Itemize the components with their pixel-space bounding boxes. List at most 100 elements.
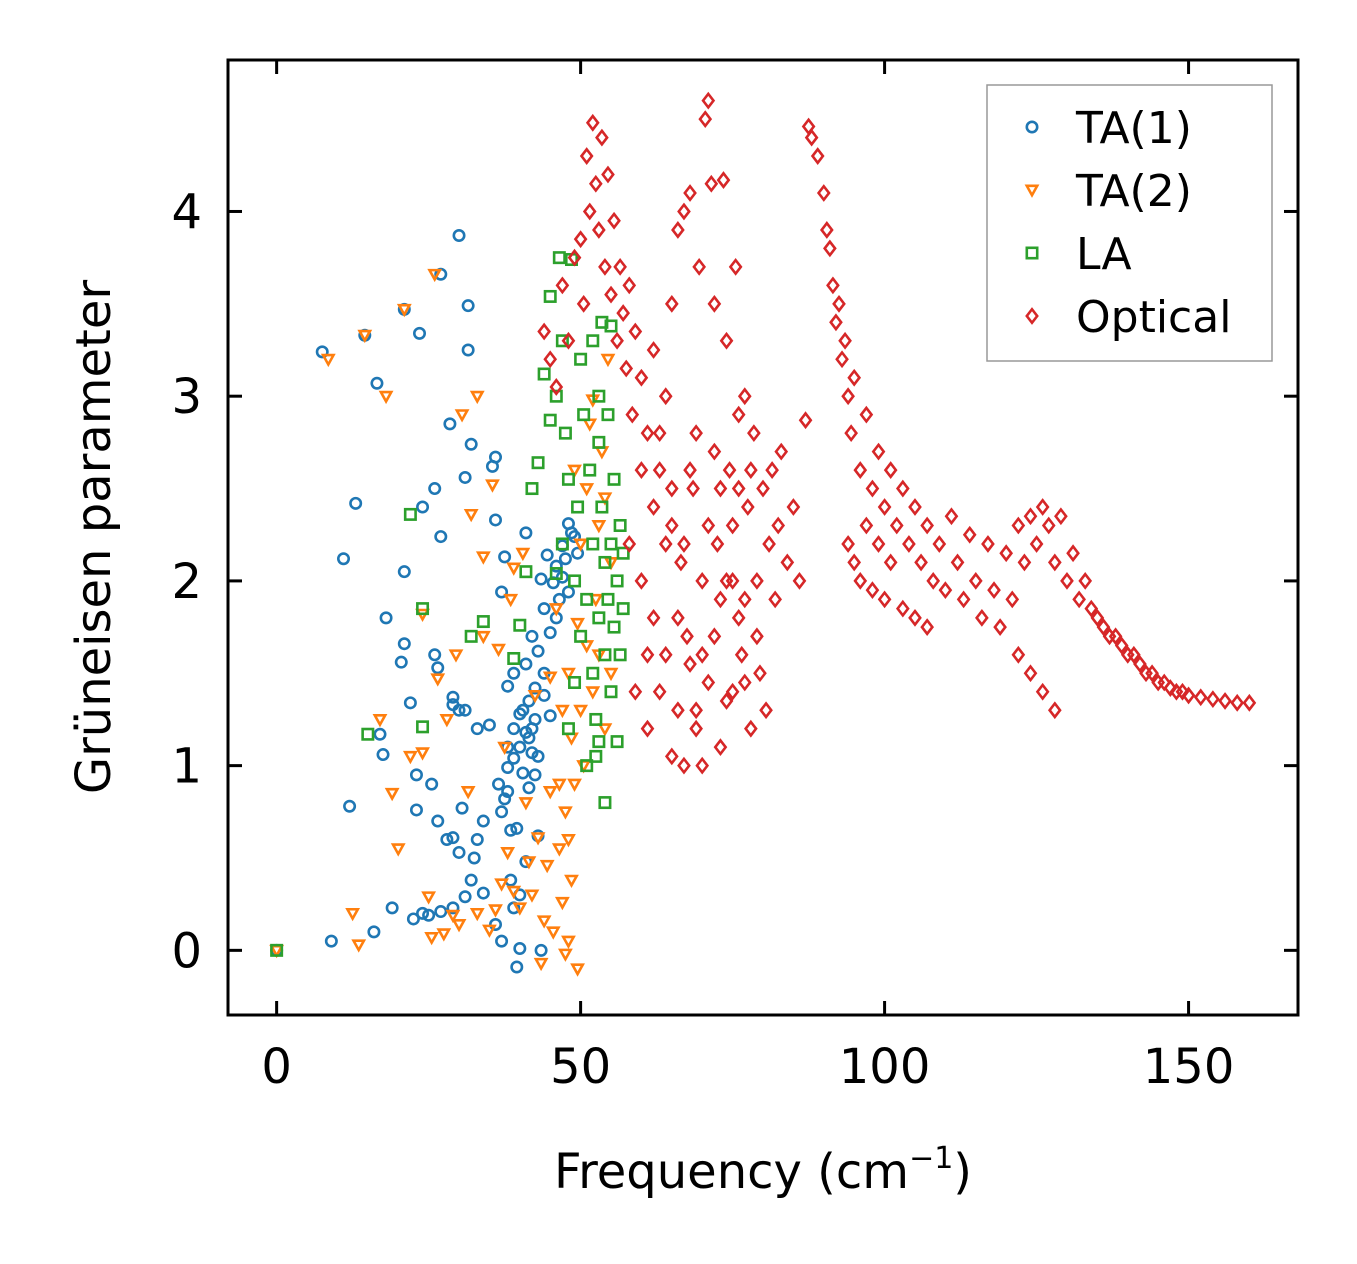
legend-label: TA(1) [1075,103,1192,154]
data-point [734,645,749,664]
data-point [430,673,446,687]
data-point [439,713,455,728]
data-point [686,479,700,498]
legend-label: Optical [1076,292,1231,343]
data-point [361,727,375,741]
data-point [452,845,466,859]
x-axis-label: Frequency (cm−1) [554,1141,972,1200]
data-point [470,833,484,847]
data-point [744,461,758,479]
data-point [424,931,440,946]
data-point [640,645,655,664]
data-point [597,723,613,737]
data-point [865,581,880,600]
data-point [1054,507,1068,526]
data-point [469,907,485,922]
data-point [889,516,904,535]
data-point [573,230,588,249]
data-point [704,174,719,193]
data-point [1029,535,1044,553]
data-point [571,546,585,560]
data-point [524,889,540,903]
data-point [601,592,615,606]
data-point [731,405,746,424]
data-point [835,350,849,369]
data-point [543,626,557,640]
data-point [555,276,570,295]
data-point [495,934,509,948]
data-point [549,559,563,573]
data-point [416,906,430,920]
data-point [588,593,604,608]
data-point [683,655,697,673]
data-point [908,498,922,516]
data-point [443,417,457,431]
data-point [716,171,731,189]
data-point [853,572,868,590]
data-point [610,331,624,350]
data-point [558,806,573,820]
data-point [427,268,443,283]
data-point [622,535,637,553]
data-point [397,565,411,579]
data-point [847,368,862,387]
data-point [877,590,892,609]
data-point [646,341,661,359]
data-point [349,496,363,510]
data-point [725,572,740,590]
data-point [416,720,430,734]
data-point [1218,692,1232,710]
data-point [507,722,521,736]
data-point [719,692,734,710]
legend-entry: LA [1025,229,1132,280]
data-point [558,948,573,962]
data-point [689,719,703,738]
y-tick-label: 1 [171,739,202,795]
data-point [555,334,569,348]
data-point [482,924,497,938]
data-point [568,574,582,588]
data-point [701,91,716,110]
data-point [920,516,934,535]
data-point [677,756,691,775]
data-point [521,856,537,870]
series-optical [537,91,1257,775]
data-point [428,482,442,496]
data-point [518,797,534,811]
data-point [1096,618,1111,636]
data-point [625,405,640,424]
data-point [431,814,445,828]
data-point [567,778,582,792]
data-point [932,535,947,553]
data-point [728,257,743,276]
data-point [446,901,460,915]
data-point [634,461,649,479]
y-tick-label: 2 [171,554,202,610]
data-point [771,516,786,535]
data-point [378,390,394,405]
data-point [458,703,472,717]
data-point [589,749,603,763]
data-point [570,963,585,977]
data-point [549,378,564,396]
data-point [503,593,519,608]
data-point [759,701,773,720]
data-point [539,859,555,874]
data-point [543,413,557,427]
data-point [552,251,566,265]
data-point [519,565,533,579]
data-point [756,479,770,498]
data-point [737,673,752,692]
data-point [585,113,600,132]
data-point [823,239,837,258]
data-point [719,331,734,350]
data-point [786,498,801,516]
data-point [841,535,855,553]
data-point [531,749,545,763]
data-point [464,873,478,887]
data-point [488,513,502,527]
data-point [695,645,710,664]
data-point [498,792,512,806]
data-point [968,572,983,590]
data-point [576,294,591,313]
